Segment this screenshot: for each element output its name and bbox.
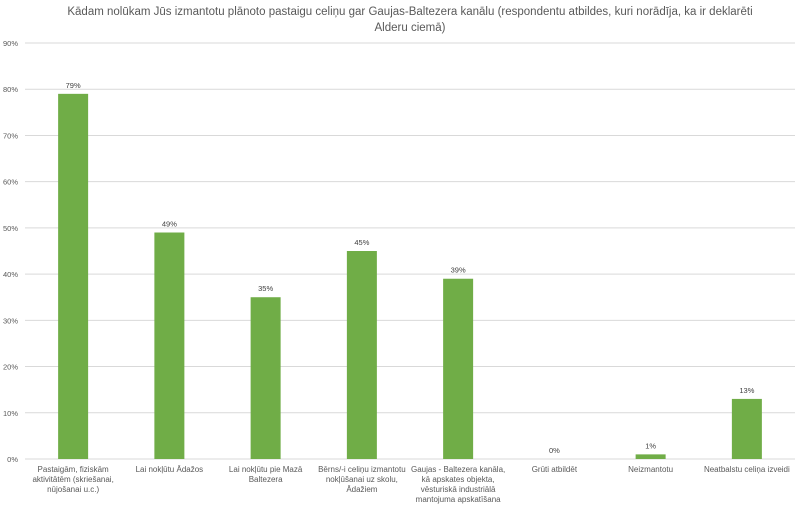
x-tick-label: Gaujas - Baltezera kanāla, kā apskates o…	[410, 465, 506, 504]
x-tick-label: Grūti atbildēt	[531, 465, 578, 474]
data-label: 13%	[739, 386, 754, 395]
y-tick-label: 80%	[3, 85, 18, 94]
x-tick-label: Lai nokļūtu pie Mazā Baltezera	[228, 465, 303, 484]
x-tick-label: Neatbalstu celiņa izveidi	[703, 465, 790, 474]
y-tick-label: 40%	[3, 270, 18, 279]
y-tick-label: 70%	[3, 131, 18, 140]
x-tick-label: Neizmantotu	[628, 465, 674, 474]
bars	[58, 93, 762, 459]
bar	[635, 454, 666, 459]
gridlines	[25, 42, 795, 460]
x-tick-label: Pastaigām, fiziskām aktivitātēm (skrieša…	[32, 465, 114, 494]
data-label: 35%	[258, 284, 273, 293]
x-tick-label: Lai nokļūtu Ādažos	[135, 465, 204, 474]
y-tick-label: 10%	[3, 409, 18, 418]
data-labels: 79% 49% 35% 45% 39% 0% 1% 13%	[66, 81, 755, 455]
bar	[731, 398, 762, 459]
y-tick-label: 20%	[3, 363, 18, 372]
y-axis: 0% 10% 20% 30% 40% 50% 60% 70% 80% 90%	[3, 39, 18, 464]
x-tick-label: Bērns/-i celiņu izmantotu nokļūšanai uz …	[318, 465, 406, 494]
data-label: 79%	[66, 81, 81, 90]
bar	[443, 278, 474, 459]
bar	[58, 93, 89, 459]
bar	[250, 297, 281, 459]
data-label: 0%	[549, 446, 560, 455]
y-tick-label: 50%	[3, 224, 18, 233]
y-tick-label: 60%	[3, 178, 18, 187]
bar	[346, 251, 377, 459]
y-tick-label: 0%	[7, 455, 18, 464]
y-tick-label: 90%	[3, 39, 18, 48]
chart-title: Kādam nolūkam Jūs izmantotu plānoto past…	[67, 6, 753, 34]
bar	[154, 232, 185, 459]
data-label: 39%	[451, 266, 466, 275]
y-tick-label: 30%	[3, 316, 18, 325]
data-label: 45%	[354, 238, 369, 247]
data-label: 1%	[645, 441, 656, 450]
data-label: 49%	[162, 220, 177, 229]
